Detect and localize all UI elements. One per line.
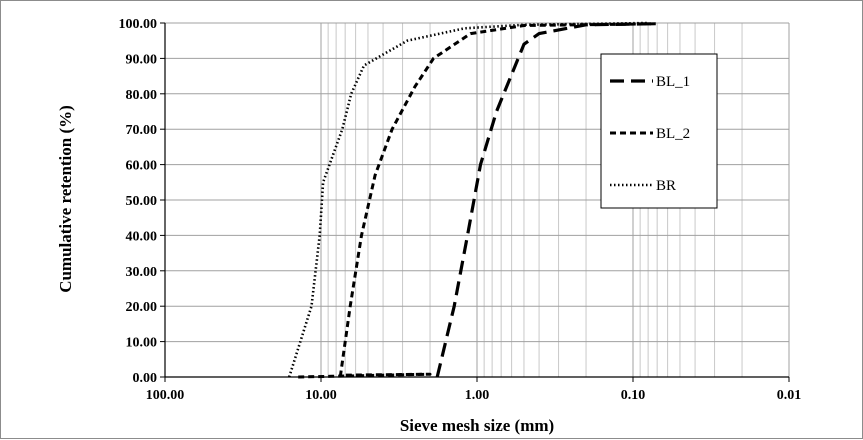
x-tick-label: 0.01 (777, 388, 802, 403)
y-tick-label: 80.00 (126, 88, 158, 103)
y-tick-label: 0.00 (133, 371, 158, 386)
y-tick-label: 60.00 (126, 159, 158, 174)
x-tick-label: 100.00 (146, 388, 185, 403)
y-tick-label: 90.00 (126, 52, 158, 67)
legend-label-bl-2: BL_2 (656, 126, 690, 142)
y-tick-label: 50.00 (126, 194, 158, 209)
y-axis-title: Cumulative retention (%) (56, 105, 75, 293)
x-axis-title: Sieve mesh size (mm) (400, 416, 554, 435)
axes-layer (160, 22, 790, 382)
series-line-bl-2 (298, 22, 658, 379)
x-tick-label: 1.00 (465, 388, 490, 403)
legend-label-bl-1: BL_1 (656, 74, 690, 90)
x-tick-label: 10.00 (305, 388, 337, 403)
series-line-bl-1 (435, 22, 658, 378)
tick-labels: 0.00 10.00 20.00 30.00 40.00 50.00 60.00 70.00 8… (119, 17, 802, 403)
y-tick-label: 30.00 (126, 265, 158, 280)
y-tick-label: 70.00 (126, 123, 158, 138)
y-tick-label: 10.00 (126, 336, 158, 351)
y-tick-label: 40.00 (126, 229, 158, 244)
legend: BL_1 BL_2 BR (600, 53, 718, 209)
y-tick-label: 100.00 (119, 17, 158, 32)
x-tick-label: 0.10 (621, 388, 646, 403)
y-tick-label: 20.00 (126, 300, 158, 315)
series-layer (287, 21, 658, 379)
legend-label-br: BR (656, 178, 676, 194)
